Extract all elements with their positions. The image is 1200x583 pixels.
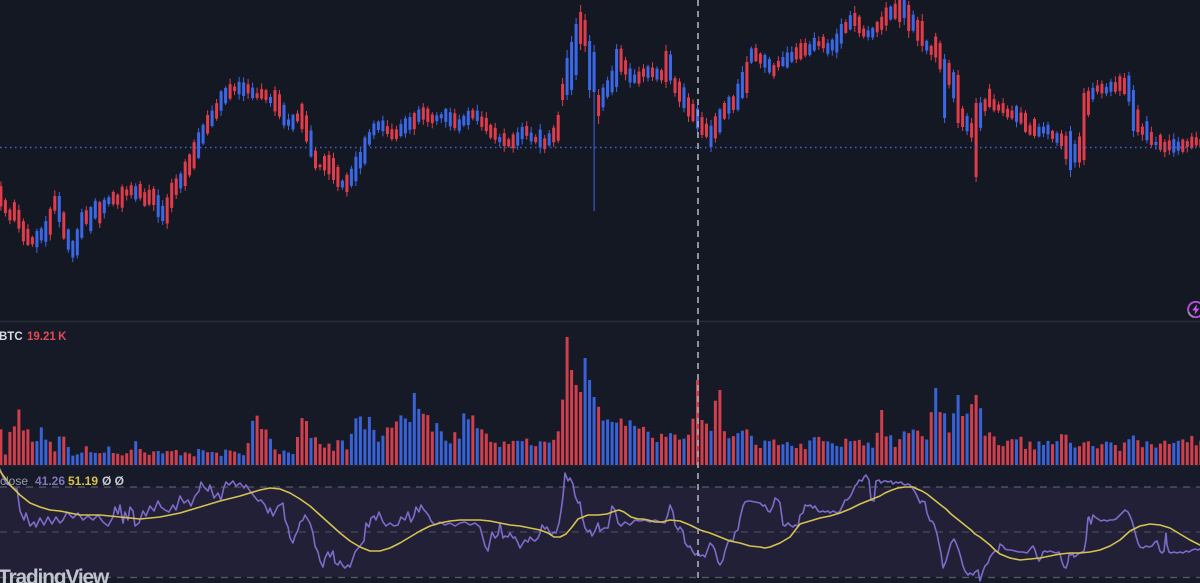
- svg-text:Ø Ø: Ø Ø: [102, 474, 124, 488]
- svg-text:close: close: [0, 474, 28, 488]
- svg-text:BTC: BTC: [0, 331, 23, 343]
- svg-text:41.26: 41.26: [35, 474, 65, 488]
- svg-text:19.21 K: 19.21 K: [27, 331, 67, 343]
- svg-text:TradingView: TradingView: [0, 566, 110, 583]
- svg-text:51.19: 51.19: [68, 474, 98, 488]
